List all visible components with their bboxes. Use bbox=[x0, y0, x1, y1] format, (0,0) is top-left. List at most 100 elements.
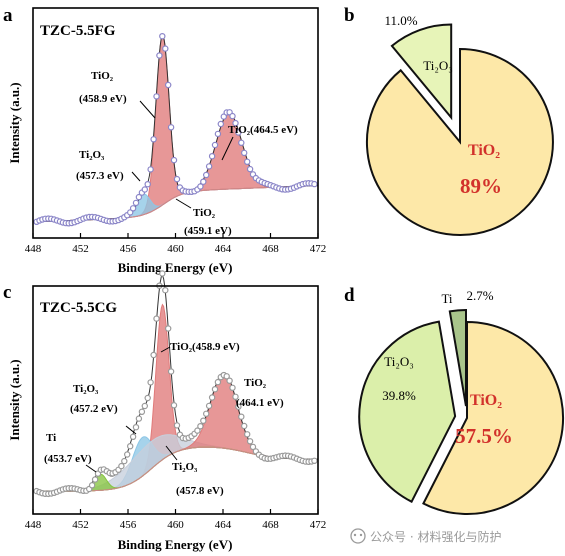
x-ticks-c: 448 452 456 460 464 468 472 bbox=[25, 509, 326, 531]
data-point bbox=[208, 152, 216, 160]
x-tick-label: 464 bbox=[215, 519, 232, 531]
data-point bbox=[202, 171, 210, 179]
annotation-a-ti2o3-name: Ti₂O₃ bbox=[79, 149, 105, 161]
data-point bbox=[232, 393, 239, 400]
data-point bbox=[173, 422, 181, 429]
x-tick-label: 452 bbox=[72, 243, 89, 255]
annotation-c-ti2o3-457-8-value: (457.8 eV) bbox=[176, 485, 224, 497]
sample-label-c: TZC-5.5CG bbox=[40, 300, 117, 316]
x-tick-label: 456 bbox=[120, 519, 137, 531]
data-point bbox=[194, 427, 201, 434]
x-ticks-a: 448 452 456 460 464 468 472 bbox=[25, 233, 326, 255]
annotation-a-tio2-458: TiO₂ (458.9 eV) bbox=[79, 70, 127, 105]
arrow-c-4 bbox=[165, 445, 178, 461]
data-point bbox=[170, 156, 178, 164]
data-point bbox=[144, 180, 151, 188]
data-point bbox=[153, 315, 160, 322]
data-point bbox=[147, 166, 154, 173]
data-point bbox=[129, 433, 137, 440]
annotation-c-tio2-464-value: (464.1 eV) bbox=[236, 397, 284, 409]
arrow-a-2 bbox=[131, 171, 141, 182]
data-point bbox=[249, 443, 257, 451]
data-point bbox=[156, 52, 163, 59]
watermark: 公众号 · 材料强化与防护 bbox=[350, 528, 501, 544]
watermark-text: 公众号 · 材料强化与防护 bbox=[370, 529, 501, 544]
sample-label-a: TZC-5.5FG bbox=[40, 23, 116, 39]
data-point bbox=[235, 403, 242, 410]
y-axis-label-c: Intensity (a.u.) bbox=[7, 359, 22, 440]
y-axis-label-a: Intensity (a.u.) bbox=[7, 82, 22, 163]
data-point bbox=[141, 186, 148, 193]
wechat-icon-inner2 bbox=[359, 533, 363, 537]
annotation-c-ti2o3-457-8-name: Ti₂O₃ bbox=[172, 461, 198, 473]
data-point bbox=[164, 325, 172, 332]
panel-label-c: c bbox=[3, 282, 11, 303]
arrow-a-1 bbox=[139, 100, 156, 119]
data-point bbox=[132, 199, 140, 207]
annotation-c-tio2-458: TiO₂(458.9 eV) bbox=[170, 341, 240, 353]
data-point bbox=[229, 112, 236, 120]
x-axis-label-a: Binding Energy (eV) bbox=[118, 260, 233, 275]
data-point bbox=[144, 394, 151, 402]
x-tick-label: 468 bbox=[262, 519, 279, 531]
x-tick-label: 452 bbox=[72, 519, 89, 531]
data-point bbox=[135, 415, 143, 422]
pie-d-value-ti: 2.7% bbox=[466, 288, 493, 303]
data-point bbox=[141, 402, 148, 410]
data-point bbox=[205, 163, 213, 170]
data-point bbox=[123, 451, 131, 458]
data-point bbox=[147, 379, 154, 386]
xps-chart-c: 448 452 456 460 464 468 472 TZC-5.5CG Binding … bbox=[7, 270, 326, 552]
data-point bbox=[126, 209, 134, 216]
data-point bbox=[153, 93, 160, 100]
data-point bbox=[135, 193, 143, 201]
data-point bbox=[121, 457, 128, 465]
data-point bbox=[159, 33, 166, 40]
pie-slice-d-0 bbox=[422, 320, 565, 515]
data-point bbox=[150, 136, 157, 143]
data-point bbox=[311, 180, 318, 188]
arrow-c-3 bbox=[85, 464, 97, 473]
annotation-c-ti-value: (453.7 eV) bbox=[44, 453, 92, 465]
data-point bbox=[205, 402, 213, 410]
data-point bbox=[223, 373, 230, 380]
pie-d-label-ti2o3: Ti₂O₃ bbox=[384, 354, 414, 369]
data-point bbox=[91, 476, 99, 483]
data-point bbox=[238, 139, 245, 146]
pie-slice-d-1 bbox=[358, 320, 457, 504]
annotation-a-ti2o3-value: (457.3 eV) bbox=[76, 170, 124, 182]
pie-b-value-tio2: 89% bbox=[460, 174, 502, 198]
pie-b-label-tio2: TiO₂ bbox=[468, 142, 500, 159]
x-tick-label: 448 bbox=[25, 519, 42, 531]
x-tick-label: 448 bbox=[25, 243, 42, 255]
annotation-a-tio2-459-value: (459.1 eV) bbox=[184, 225, 232, 237]
arrow-c-2 bbox=[125, 425, 137, 435]
data-point bbox=[235, 129, 242, 136]
data-point bbox=[162, 287, 169, 294]
annotation-c-ti-name: Ti bbox=[46, 432, 56, 444]
data-points-c bbox=[33, 270, 318, 498]
data-point bbox=[126, 443, 134, 450]
panel-label-a: a bbox=[3, 5, 13, 26]
data-point bbox=[129, 205, 137, 212]
data-point bbox=[246, 438, 254, 445]
data-point bbox=[232, 119, 239, 127]
data-point bbox=[167, 124, 175, 131]
data-point bbox=[217, 120, 224, 128]
pie-d-value-tio2: 57.5% bbox=[455, 424, 513, 448]
pie-slice-d-2 bbox=[448, 308, 468, 407]
pie-chart-d: TiO₂ 57.5% Ti₂O₃ 39.8% Ti 2.7% bbox=[358, 288, 565, 515]
arrow-c-1 bbox=[160, 346, 171, 353]
pie-chart-b: TiO₂ 89% Ti₂O₃ 11.0% bbox=[365, 13, 554, 236]
annotation-a-tio2-459-name: TiO₂ bbox=[193, 207, 216, 219]
data-point bbox=[162, 45, 169, 52]
arrow-a-3 bbox=[221, 136, 234, 161]
annotation-c-tio2-464-name: TiO₂ bbox=[244, 377, 267, 389]
xps-chart-a: 448 452 456 460 464 468 472 TZC-5.5FG Binding … bbox=[7, 7, 326, 275]
plot-frame-a bbox=[32, 7, 319, 239]
data-point bbox=[138, 408, 146, 415]
data-point bbox=[240, 149, 248, 157]
data-point bbox=[173, 175, 181, 183]
data-point bbox=[211, 141, 219, 149]
